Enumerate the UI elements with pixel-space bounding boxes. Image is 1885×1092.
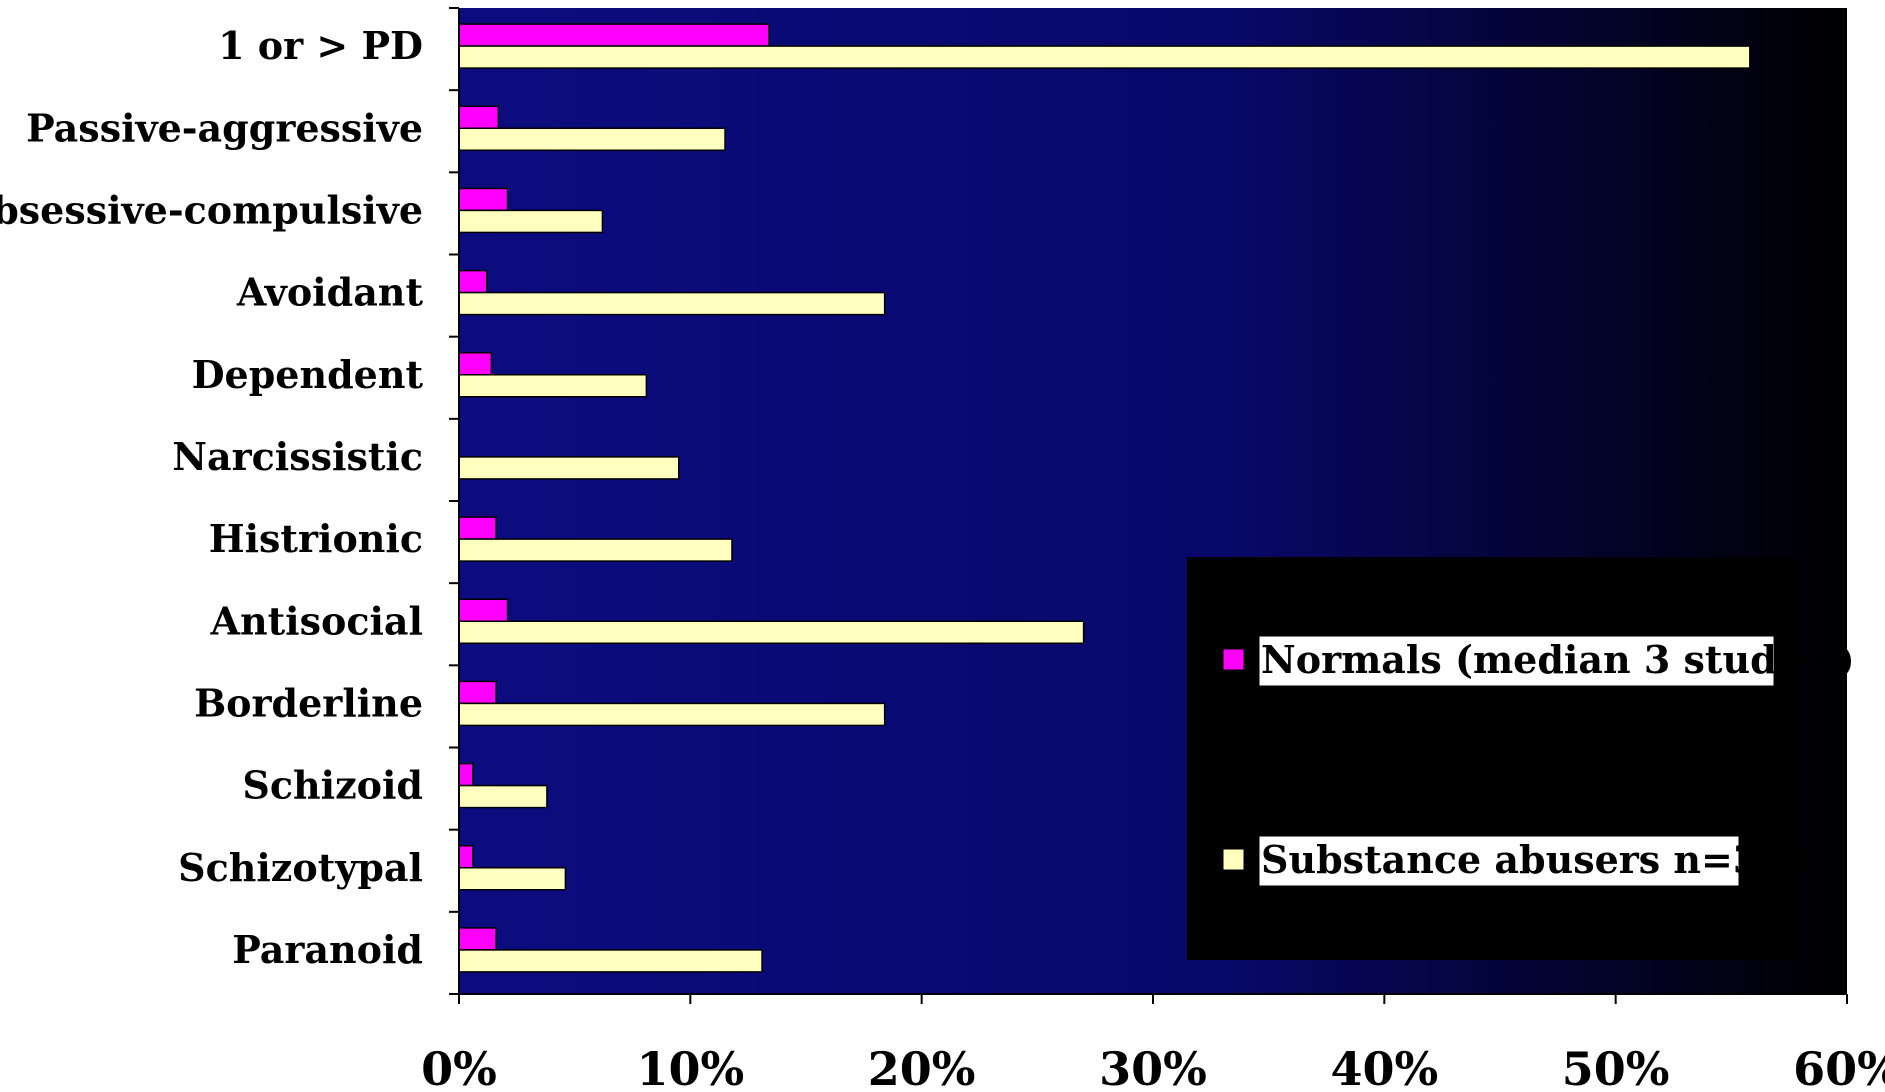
legend-label-bg-substance: [1258, 835, 1740, 887]
category-label: Antisocial: [210, 598, 423, 643]
bar-substance-passive-aggressive: [458, 127, 726, 151]
bar-normals-avoidant: [458, 269, 488, 294]
category-label: Obsessive-compulsive: [0, 187, 423, 232]
category-label: Schizotypal: [178, 845, 423, 890]
bar-normals-antisocial: [458, 598, 509, 622]
legend-label-bg-normals: [1258, 635, 1775, 687]
x-tick-label: 30%: [1099, 1042, 1207, 1092]
bar-normals-schizoid: [458, 762, 474, 787]
category-label: Passive-aggressive: [26, 105, 423, 150]
bar-substance-obsessive-compulsive: [458, 209, 604, 234]
bar-normals-1-or-pd: [458, 23, 770, 47]
bar-substance-borderline: [458, 702, 886, 727]
bars-layer: [458, 23, 1751, 973]
x-tick-label: 20%: [868, 1042, 976, 1092]
bar-substance-avoidant: [458, 291, 886, 316]
category-label: Histrionic: [209, 516, 423, 561]
legend-swatch-normals: [1222, 648, 1245, 671]
bar-substance-1-or-pd: [458, 45, 1751, 69]
legend: Normals (median 3 studies) Substance abu…: [1187, 557, 1855, 960]
category-labels: 1 or > PD Passive-aggressive Obsessive-com…: [0, 23, 423, 972]
bar-normals-paranoid: [458, 927, 497, 951]
x-tick-label: 10%: [636, 1042, 744, 1092]
category-label: Paranoid: [232, 927, 423, 972]
legend-label-substance: Substance abusers n=370: [1261, 837, 1812, 882]
axes-layer: [449, 7, 1848, 1004]
bar-normals-obsessive-compulsive: [458, 187, 509, 212]
x-tick-label: 0%: [421, 1042, 497, 1092]
x-tick-label: 50%: [1562, 1042, 1670, 1092]
category-label: Schizoid: [242, 763, 423, 808]
category-label: Avoidant: [236, 270, 424, 315]
bar-normals-borderline: [458, 680, 497, 705]
category-label: Borderline: [194, 680, 423, 725]
bar-substance-dependent: [458, 374, 648, 398]
x-tick-label: 40%: [1330, 1042, 1438, 1092]
category-label: 1 or > PD: [218, 23, 423, 68]
category-label: Dependent: [192, 352, 424, 397]
bar-normals-histrionic: [458, 516, 497, 540]
x-tick-labels: 0% 10% 20% 30% 40% 50% 60%: [421, 1042, 1885, 1092]
bar-normals-schizotypal: [458, 845, 474, 869]
bar-substance-histrionic: [458, 538, 733, 562]
bar-substance-antisocial: [458, 620, 1085, 644]
bar-substance-schizoid: [458, 784, 548, 809]
x-tick-label: 60%: [1793, 1042, 1885, 1092]
legend-swatch-substance: [1222, 848, 1245, 871]
bar-substance-narcissistic: [458, 456, 680, 480]
bar-normals-passive-aggressive: [458, 105, 500, 129]
bar-substance-paranoid: [458, 949, 763, 973]
category-label: Narcissistic: [172, 434, 423, 479]
legend-box: [1187, 557, 1801, 960]
bar-normals-dependent: [458, 352, 493, 376]
legend-label-normals: Normals (median 3 studies): [1261, 637, 1855, 682]
bar-substance-schizotypal: [458, 867, 567, 891]
